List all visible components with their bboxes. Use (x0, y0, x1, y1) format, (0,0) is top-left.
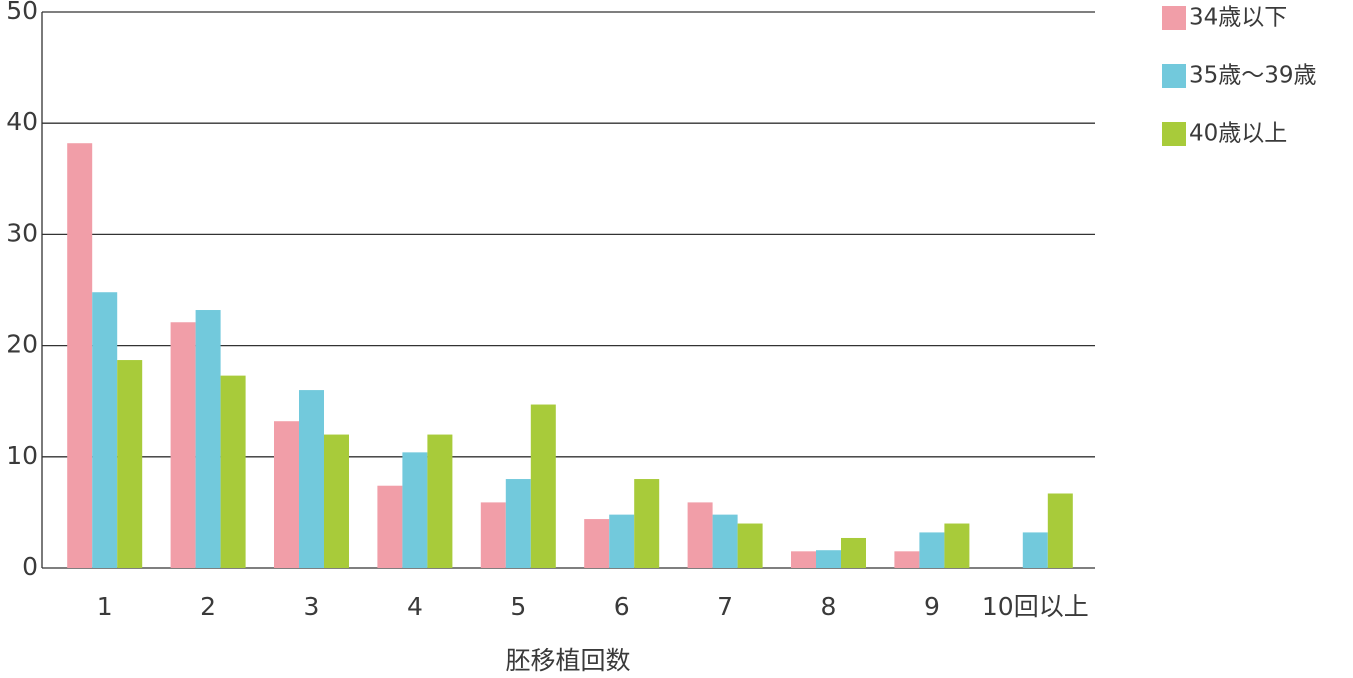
x-tick-label: 1 (97, 592, 113, 621)
bar (687, 502, 713, 568)
legend-label: 35歳～39歳 (1189, 63, 1317, 89)
legend-label: 34歳以下 (1189, 5, 1287, 31)
x-tick-label: 7 (717, 592, 733, 621)
x-tick-label: 6 (614, 592, 630, 621)
bar (841, 537, 866, 568)
bar (712, 514, 738, 568)
x-tick-label: 9 (924, 592, 940, 621)
bar (505, 479, 531, 568)
bar (816, 550, 841, 568)
bar (117, 360, 143, 568)
legend-label: 40歳以上 (1189, 121, 1287, 147)
bar (737, 523, 763, 568)
bar (220, 375, 246, 568)
bar (791, 551, 816, 568)
bar (480, 502, 506, 568)
x-tick-label: 8 (821, 592, 837, 621)
bar (1047, 493, 1073, 568)
bar (377, 485, 403, 568)
y-tick-label: 30 (6, 218, 38, 247)
x-tick-label: 4 (407, 592, 423, 621)
bar (274, 421, 299, 568)
x-tick-label: 5 (510, 592, 526, 621)
bar (609, 514, 635, 568)
bar (195, 310, 221, 568)
bar (1022, 532, 1048, 568)
legend-swatch (1162, 6, 1186, 30)
y-tick-label: 0 (22, 552, 38, 581)
x-tick-label: 3 (304, 592, 320, 621)
bar (919, 532, 945, 568)
bar (894, 551, 920, 568)
y-tick-label: 50 (6, 0, 38, 25)
bar (402, 452, 428, 568)
x-tick-label: 10回以上 (982, 592, 1089, 621)
bar (299, 390, 324, 568)
bar (634, 479, 660, 568)
bar (944, 523, 970, 568)
y-tick-label: 20 (6, 330, 38, 359)
bar (584, 519, 610, 568)
x-tick-label: 2 (200, 592, 216, 621)
legend-swatch (1162, 64, 1186, 88)
y-tick-label: 10 (6, 441, 38, 470)
y-tick-label: 40 (6, 107, 38, 136)
bar (92, 292, 118, 568)
bar (324, 434, 349, 568)
bar (427, 434, 453, 568)
bar (530, 404, 556, 568)
legend-swatch (1162, 122, 1186, 146)
bar (67, 143, 93, 568)
bar (170, 322, 196, 568)
x-axis-title: 胚移植回数 (505, 646, 630, 675)
